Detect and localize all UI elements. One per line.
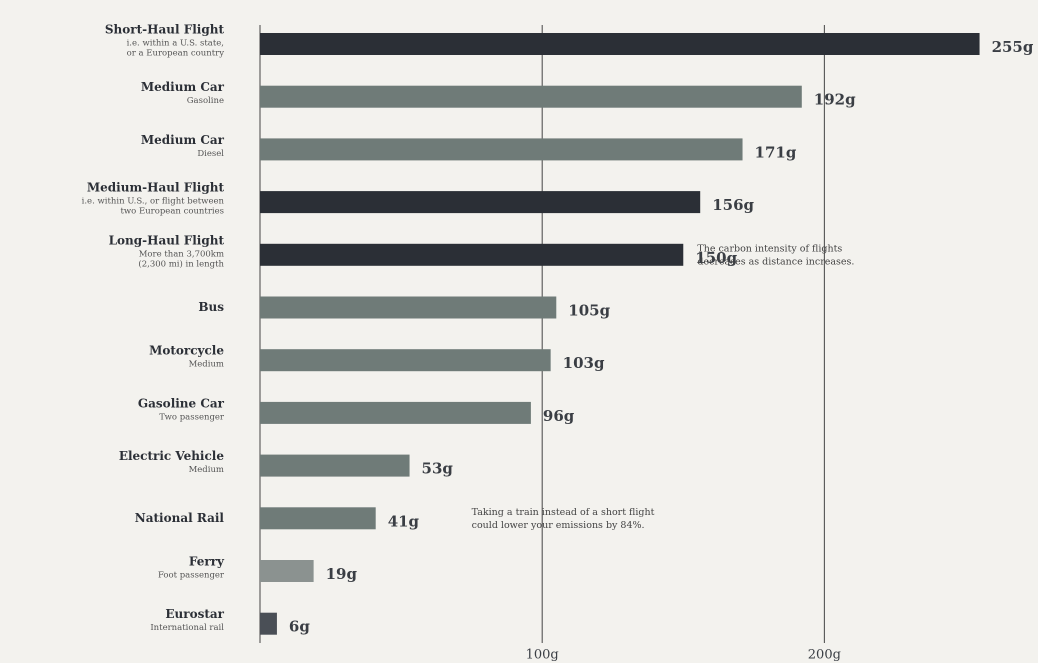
- value-label: 6g: [289, 618, 310, 636]
- category-label: Gasoline Car: [138, 396, 225, 410]
- bar: [260, 243, 684, 266]
- category-sublabel: Medium: [189, 360, 224, 370]
- bar: [260, 507, 376, 530]
- category-sublabel: i.e. within U.S., or flight between: [82, 197, 225, 207]
- category-sublabel: i.e. within a U.S. state,: [127, 39, 224, 49]
- bar: [260, 612, 277, 635]
- bar: [260, 191, 701, 214]
- value-label: 150g: [695, 249, 737, 267]
- category-label: Ferry: [189, 555, 225, 569]
- value-label: 103g: [563, 354, 605, 372]
- value-label: 156g: [712, 196, 754, 214]
- value-label: 171g: [755, 143, 797, 161]
- x-tick-label: 100g: [526, 648, 559, 663]
- bar: [260, 560, 314, 582]
- category-sublabel: Two passenger: [159, 412, 225, 422]
- category-label: Long-Haul Flight: [109, 233, 225, 247]
- category-label: Medium Car: [141, 80, 225, 94]
- bar: [260, 33, 980, 55]
- value-label: 96g: [543, 407, 575, 425]
- category-sublabel: (2,300 mi) in length: [138, 258, 224, 269]
- category-label: Medium-Haul Flight: [87, 181, 225, 195]
- bar: [260, 85, 802, 108]
- category-label: Motorcycle: [149, 344, 224, 358]
- bar: [260, 349, 551, 372]
- category-sublabel: International rail: [150, 623, 224, 633]
- annotation: decreases as distance increases.: [697, 256, 854, 267]
- bar: [260, 454, 410, 477]
- annotation: The carbon intensity of flights: [697, 243, 842, 254]
- category-sublabel: Medium: [189, 465, 224, 475]
- bar: [260, 138, 743, 161]
- value-label: 255g: [992, 38, 1034, 56]
- value-label: 53g: [422, 460, 454, 478]
- value-label: 19g: [326, 565, 358, 583]
- category-sublabel: or a European country: [127, 49, 225, 59]
- category-sublabel: two European countries: [120, 207, 224, 217]
- category-label: Eurostar: [165, 607, 224, 621]
- bar: [260, 401, 531, 424]
- category-label: Medium Car: [141, 133, 225, 147]
- annotation: could lower your emissions by 84%.: [472, 520, 645, 531]
- category-sublabel: Foot passenger: [158, 571, 225, 581]
- category-label: Bus: [198, 300, 224, 314]
- category-label: Short-Haul Flight: [105, 23, 225, 37]
- value-label: 41g: [388, 512, 420, 530]
- category-sublabel: Diesel: [197, 149, 224, 159]
- value-label: 105g: [568, 302, 610, 320]
- category-sublabel: Gasoline: [187, 96, 224, 106]
- category-sublabel: More than 3,700km: [139, 249, 224, 259]
- value-label: 192g: [814, 91, 856, 109]
- x-tick-label: 200g: [808, 648, 841, 663]
- category-label: National Rail: [135, 511, 225, 525]
- bar: [260, 296, 557, 319]
- annotation: Taking a train instead of a short flight: [472, 507, 655, 518]
- category-label: Electric Vehicle: [119, 449, 225, 463]
